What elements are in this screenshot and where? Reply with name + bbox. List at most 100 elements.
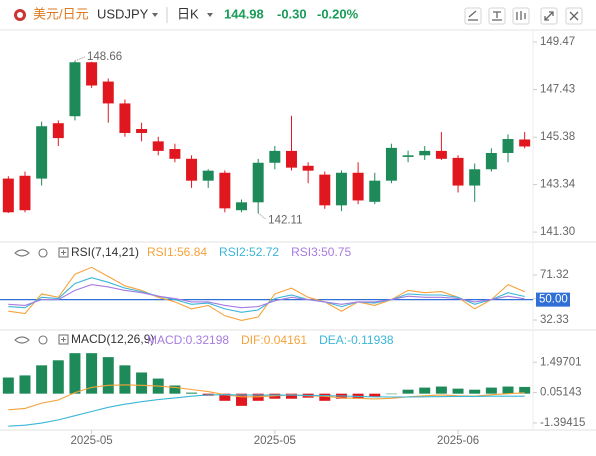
candle-body: [352, 172, 364, 201]
histogram-bar: [485, 387, 497, 394]
candle-body: [385, 147, 397, 181]
high-annotation: 148.66: [87, 51, 122, 63]
candle-body: [169, 149, 181, 159]
x-tick-label: 2025-06: [437, 435, 479, 447]
candle-body: [269, 150, 281, 163]
visibility-icon[interactable]: [14, 336, 30, 344]
y-tick-label: 0.05143: [540, 387, 582, 399]
collapse-icon: [61, 250, 66, 255]
histogram-bar: [285, 393, 297, 399]
rsi-line: [8, 284, 525, 309]
x-tick-label: 2025-05: [71, 435, 113, 447]
candle-body: [435, 150, 447, 159]
candle-body: [469, 169, 481, 186]
candle-body: [19, 175, 31, 211]
candle-body: [236, 202, 248, 211]
candle-body: [36, 126, 48, 179]
histogram-bar: [519, 386, 531, 394]
toolbar-button[interactable]: [540, 7, 558, 25]
legend-entry: RSI1:56.84: [147, 245, 207, 259]
candle-body: [152, 141, 164, 151]
candle-body: [485, 152, 497, 170]
histogram-bar: [402, 389, 414, 394]
y-tick-label: 1.49701: [540, 356, 582, 368]
y-tick-label: 141.30: [540, 226, 575, 238]
histogram-bar: [52, 360, 64, 394]
histogram-bar: [452, 388, 464, 394]
dropdown-icon[interactable]: [207, 13, 213, 17]
indicator-icon: [516, 11, 526, 20]
histogram-bar: [419, 387, 431, 394]
histogram-bar: [69, 353, 81, 394]
y-tick-label: 147.43: [540, 83, 575, 95]
settings-icon[interactable]: [38, 248, 48, 258]
toolbar-button[interactable]: [488, 7, 506, 25]
candle-body: [285, 150, 297, 168]
candle-body: [369, 180, 381, 202]
candle-body: [419, 150, 431, 156]
rsi-line: [8, 266, 525, 321]
candle-body: [252, 162, 264, 203]
price: 144.98: [224, 6, 264, 21]
collapse-icon[interactable]: [58, 334, 69, 345]
y-tick-label: 32.33: [540, 314, 569, 326]
histogram-bar: [319, 393, 331, 401]
annotation-leader: [74, 56, 86, 62]
histogram-bar: [119, 365, 131, 394]
dropdown-icon[interactable]: [152, 13, 158, 17]
histogram-bar: [369, 393, 381, 397]
symbol[interactable]: USDJPY: [97, 6, 149, 21]
histogram-bar: [136, 372, 148, 394]
legend-entry: RSI3:50.75: [291, 245, 351, 259]
y-tick-label: -1.39415: [540, 417, 585, 429]
histogram-bar: [219, 393, 231, 401]
candle-body: [86, 62, 98, 86]
histogram-bar: [36, 365, 48, 394]
macd-line: [8, 384, 525, 411]
x-tick-label: 2025-05: [254, 435, 296, 447]
candle-body: [186, 158, 198, 181]
toolbar-button[interactable]: [565, 7, 583, 25]
histogram-bar: [2, 377, 14, 394]
candle-body: [452, 157, 464, 186]
settings-icon[interactable]: [38, 335, 48, 345]
legend-entry: DIF:0.04161: [241, 333, 307, 347]
candle-body: [2, 178, 14, 213]
candle-body: [335, 172, 347, 206]
histogram-bar: [469, 389, 481, 394]
histogram-bar: [236, 393, 248, 406]
collapse-icon[interactable]: [58, 247, 69, 258]
text-icon: [492, 11, 502, 21]
low-annotation: 142.11: [268, 214, 302, 226]
y-tick-label: 143.34: [540, 179, 576, 191]
change-pct: -0.20%: [317, 6, 359, 21]
histogram-bar: [19, 375, 31, 394]
y-tick-label: 71.32: [540, 269, 569, 281]
toolbar-button[interactable]: [464, 7, 482, 25]
candle-body: [302, 165, 314, 171]
histogram-bar: [169, 385, 181, 394]
annotation-leader: [257, 212, 267, 220]
histogram-bar: [435, 386, 447, 394]
legend-entry: DEA:-0.11938: [319, 333, 394, 347]
candle-body: [136, 129, 148, 133]
collapse-icon: [61, 337, 66, 342]
candle-body: [202, 170, 214, 181]
candle-body: [52, 123, 64, 139]
period[interactable]: 日K: [177, 6, 199, 21]
histogram-bar: [102, 357, 114, 394]
draw-icon: [468, 10, 478, 21]
candle-body: [102, 81, 114, 104]
level-label: 50.00: [539, 294, 568, 306]
candle-body: [402, 155, 414, 157]
visibility-icon[interactable]: [14, 249, 30, 257]
candle-body: [319, 174, 331, 206]
legend-entry: RSI2:52.72: [219, 245, 279, 259]
histogram-bar: [186, 392, 198, 394]
expand-icon: [544, 11, 554, 21]
indicator-title: RSI(7,14,21): [71, 245, 139, 259]
histogram-bar: [385, 393, 397, 395]
toolbar-button[interactable]: [512, 7, 530, 25]
candle-body: [119, 103, 131, 133]
